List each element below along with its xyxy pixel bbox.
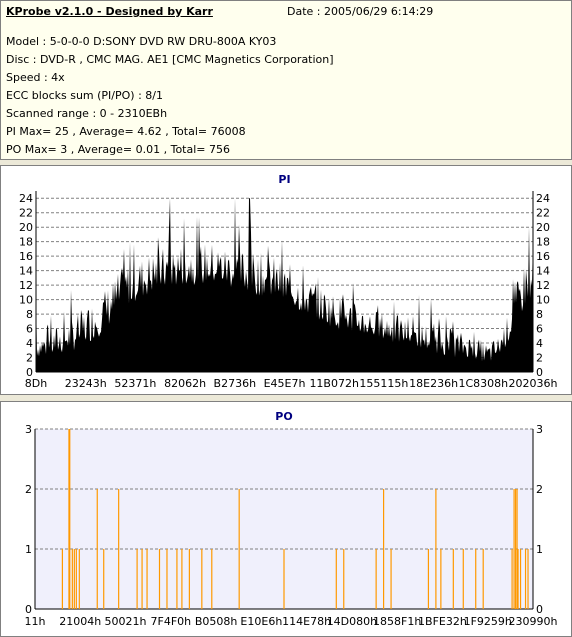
pi-x-tick-label: 1C8308h bbox=[458, 377, 508, 390]
info-ecc-blocks: ECC blocks sum (PI/PO) : 8/1 bbox=[6, 89, 163, 102]
pi-y-tick-left: 4 bbox=[26, 337, 33, 350]
po-x-tick-label: 114E78h bbox=[282, 615, 331, 628]
po-y-tick-left: 0 bbox=[25, 603, 32, 616]
po-x-tick-label: 7F4F0h bbox=[151, 615, 192, 628]
pi-y-tick-left: 18 bbox=[19, 236, 33, 249]
pi-y-tick-left: 22 bbox=[19, 207, 33, 220]
info-pi-stats: PI Max= 25 , Average= 4.62 , Total= 7600… bbox=[6, 125, 246, 138]
info-disc: Disc : DVD-R , CMC MAG. AE1 [CMC Magneti… bbox=[6, 53, 334, 66]
pi-y-tick-right: 12 bbox=[536, 279, 550, 292]
po-y-tick-right: 2 bbox=[536, 483, 543, 496]
po-y-tick-right: 3 bbox=[536, 423, 543, 436]
pi-y-tick-left: 24 bbox=[19, 192, 33, 205]
pi-x-tick-label: 155115h bbox=[359, 377, 408, 390]
pi-y-tick-right: 16 bbox=[536, 250, 550, 263]
po-x-tick-label: 1858F1h bbox=[373, 615, 421, 628]
po-y-tick-left: 2 bbox=[25, 483, 32, 496]
pi-y-tick-right: 4 bbox=[536, 337, 543, 350]
pi-y-tick-right: 22 bbox=[536, 207, 550, 220]
po-x-tick-label: 11h bbox=[25, 615, 46, 628]
po-y-tick-left: 3 bbox=[25, 423, 32, 436]
po-x-tick-label: 50021h bbox=[105, 615, 147, 628]
pi-y-tick-left: 20 bbox=[19, 221, 33, 234]
po-y-tick-left: 1 bbox=[25, 543, 32, 556]
pi-y-tick-right: 8 bbox=[536, 308, 543, 321]
po-chart: PO 0 0 1 1 2 2 3 3 11h 21004h 50021h 7F4F0h B0508h E10… bbox=[25, 410, 558, 628]
po-x-tick-label: 21004h bbox=[59, 615, 101, 628]
pi-y-tick-left: 0 bbox=[26, 366, 33, 379]
pi-chart-panel: PI 0 0 2 2 4 4 6 6 8 8 10 10 12 12 14 14 16 16 18 18 20 20 22 22… bbox=[0, 165, 572, 395]
pi-y-tick-right: 6 bbox=[536, 323, 543, 336]
info-po-stats: PO Max= 3 , Average= 0.01 , Total= 756 bbox=[6, 143, 230, 156]
pi-y-tick-right: 18 bbox=[536, 236, 550, 249]
pi-x-tick-label: 8Dh bbox=[25, 377, 47, 390]
info-scanned-range: Scanned range : 0 - 2310EBh bbox=[6, 107, 168, 120]
pi-y-tick-left: 8 bbox=[26, 308, 33, 321]
pi-x-tick-label: 82062h bbox=[164, 377, 206, 390]
pi-y-tick-right: 14 bbox=[536, 265, 550, 278]
po-y-tick-right: 1 bbox=[536, 543, 543, 556]
scan-date: Date : 2005/06/29 6:14:29 bbox=[287, 5, 434, 18]
pi-y-tick-left: 6 bbox=[26, 323, 33, 336]
pi-x-tick-label: 11B072h bbox=[309, 377, 359, 390]
pi-y-tick-left: 16 bbox=[19, 250, 33, 263]
pi-x-tick-label: 202036h bbox=[509, 377, 558, 390]
pi-y-tick-right: 10 bbox=[536, 294, 550, 307]
po-x-tick-label: 1BFE32h bbox=[418, 615, 467, 628]
po-x-tick-label: 1F9259h bbox=[464, 615, 512, 628]
pi-y-tick-left: 10 bbox=[19, 294, 33, 307]
po-y-tick-right: 0 bbox=[536, 603, 543, 616]
info-speed: Speed : 4x bbox=[6, 71, 65, 84]
po-x-tick-label: 230990h bbox=[509, 615, 558, 628]
po-chart-panel: PO 0 0 1 1 2 2 3 3 11h 21004h 50021h 7F4F0h B0508h E10… bbox=[0, 401, 572, 637]
info-model: Model : 5-0-0-0 D:SONY DVD RW DRU-800A K… bbox=[6, 35, 277, 48]
app-title: KProbe v2.1.0 - Designed by Karr bbox=[6, 5, 213, 18]
pi-y-tick-left: 14 bbox=[19, 265, 33, 278]
pi-x-tick-label: E45E7h bbox=[264, 377, 306, 390]
pi-x-tick-label: 23243h bbox=[65, 377, 107, 390]
po-x-tick-label: E10E6h bbox=[240, 615, 282, 628]
info-panel: KProbe v2.1.0 - Designed by Karr Date : … bbox=[0, 0, 572, 160]
pi-x-tick-label: 18E236h bbox=[409, 377, 458, 390]
po-x-tick-label: B0508h bbox=[195, 615, 238, 628]
pi-data-area bbox=[36, 198, 533, 372]
pi-x-tick-label: 52371h bbox=[114, 377, 156, 390]
pi-chart-title: PI bbox=[278, 173, 290, 186]
pi-y-tick-left: 2 bbox=[26, 352, 33, 365]
pi-y-tick-left: 12 bbox=[19, 279, 33, 292]
pi-y-tick-right: 0 bbox=[536, 366, 543, 379]
pi-x-tick-label: B2736h bbox=[214, 377, 257, 390]
pi-y-tick-right: 20 bbox=[536, 221, 550, 234]
po-x-tick-label: 14D080h bbox=[327, 615, 377, 628]
pi-y-tick-right: 2 bbox=[536, 352, 543, 365]
po-chart-title: PO bbox=[275, 410, 292, 423]
pi-y-tick-right: 24 bbox=[536, 192, 550, 205]
